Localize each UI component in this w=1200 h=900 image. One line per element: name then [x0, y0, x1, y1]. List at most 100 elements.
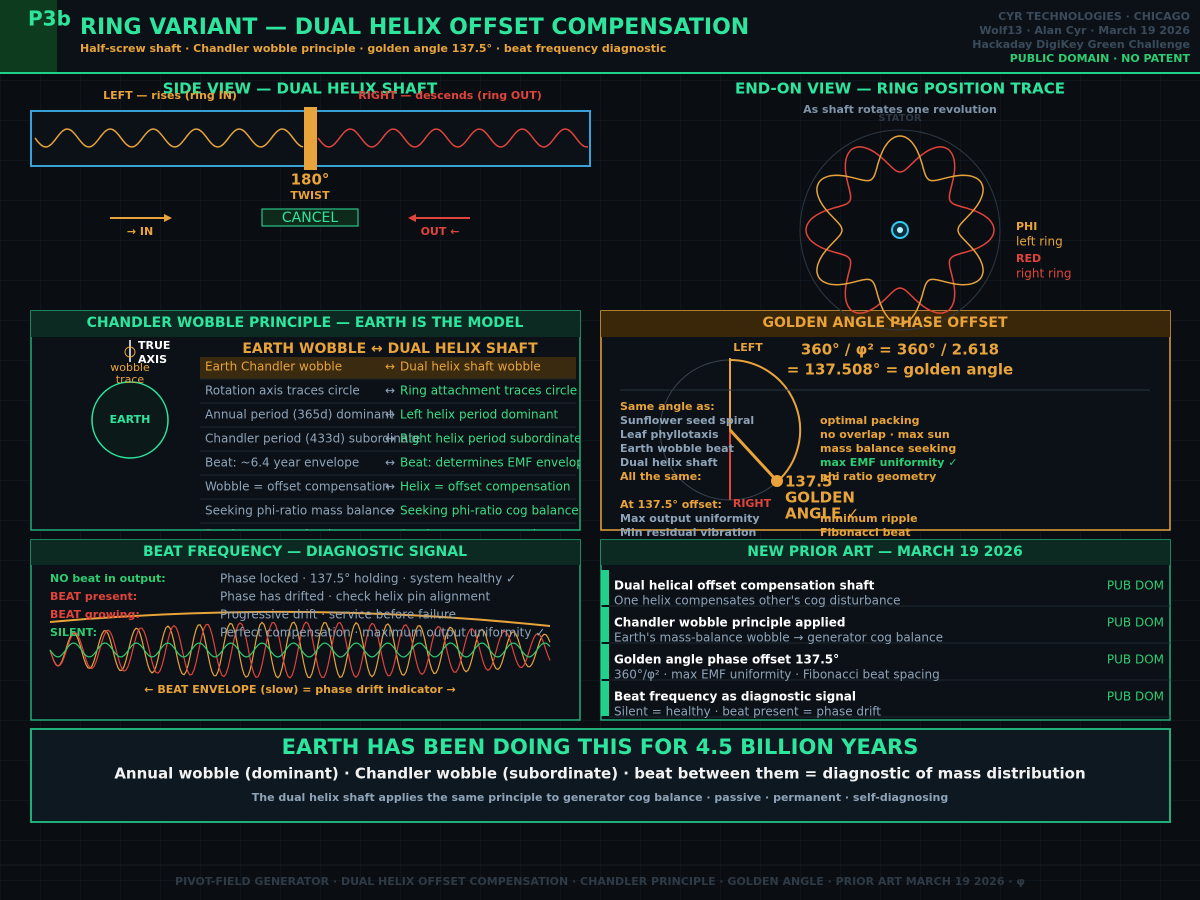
beat-label: SILENT: [50, 626, 97, 639]
needle-tip [771, 475, 783, 487]
envelope [49, 610, 551, 627]
red-desc: right ring [1016, 267, 1072, 281]
item-accent [601, 681, 609, 716]
item-accent [601, 607, 609, 642]
right-label: RIGHT — descends (ring OUT) [358, 89, 541, 102]
shaft-cell: Ring attachment traces circle [400, 384, 577, 398]
out-arrow-head [408, 214, 416, 222]
link-cell: ↔ [385, 384, 395, 398]
formula: 360° / φ² = 360° / 2.618 [801, 341, 999, 359]
offset-item: Fibonacci beat [820, 526, 911, 539]
chandler-title-bar [31, 311, 580, 337]
item-accent [601, 570, 609, 605]
same-item: Dual helix shaft [620, 456, 718, 469]
stator-label: STATOR [878, 113, 922, 124]
right-helix [317, 128, 588, 148]
twist-label: TWIST [290, 189, 330, 202]
item-title: Chandler wobble principle applied [614, 616, 846, 630]
phase-arc [729, 358, 802, 483]
earth-circle [91, 381, 169, 459]
credit: Wolf13 · Alan Cyr · March 19 2026 [979, 24, 1190, 37]
golden-panel [600, 310, 1171, 531]
subtitle: As shaft rotates one revolution [803, 103, 997, 116]
section-title: SIDE VIEW — DUAL HELIX SHAFT [163, 80, 438, 98]
footer: PIVOT-FIELD GENERATOR · DUAL HELIX OFFSE… [175, 875, 1025, 888]
trace-label: trace [116, 373, 145, 386]
shaft-cell: Passive · geometry only [400, 528, 543, 542]
beat-desc: Phase locked · 137.5° holding · system h… [220, 572, 516, 586]
credit: PUBLIC DOMAIN · NO PATENT [1010, 52, 1191, 65]
item-desc: Silent = healthy · beat present = phase … [614, 705, 881, 719]
credit: CYR TECHNOLOGIES · CHICAGO [998, 10, 1190, 23]
item-desc: 360°/φ² · max EMF uniformity · Fibonacci… [614, 668, 940, 682]
content: P3b RING VARIANT — DUAL HELIX OFFSET COMP… [28, 7, 1190, 889]
earth-cell: Annual period (365d) dominant [205, 408, 394, 422]
beat-title-bar [31, 540, 580, 565]
beat-desc: Progressive drift · service before failu… [220, 608, 456, 622]
link-cell: ↔ [385, 408, 395, 422]
cancel-label: CANCEL [282, 210, 338, 226]
panel-title: BEAT FREQUENCY — DIAGNOSTIC SIGNAL [143, 544, 467, 560]
shaft-cell: Helix = offset compensation [400, 480, 570, 494]
phi-desc: left ring [1016, 235, 1063, 249]
item-tag: PUB DOM [1107, 690, 1164, 704]
banner-title: EARTH HAS BEEN DOING THIS FOR 4.5 BILLIO… [282, 735, 919, 759]
table-header: EARTH WOBBLE ↔ DUAL HELIX SHAFT [242, 341, 538, 357]
property: no overlap · max sun [820, 428, 950, 441]
subtitle: Half-screw shaft · Chandler wobble princ… [80, 42, 666, 55]
link-cell: ↔ [385, 432, 395, 446]
beat-label: NO beat in output: [50, 572, 166, 585]
link-cell: ↔ [385, 480, 395, 494]
right-label: RIGHT [733, 497, 772, 510]
twist-bar [304, 107, 317, 170]
angle-needle [728, 428, 779, 483]
wobble-circle [124, 346, 136, 358]
silent-wave [49, 642, 551, 658]
beat-label: BEAT present: [50, 590, 137, 603]
item-title: Beat frequency as diagnostic signal [614, 690, 856, 704]
trace-label: wobble [110, 361, 150, 374]
same-item: Earth wobble beat [620, 442, 734, 455]
offset-item: Max output uniformity [620, 512, 760, 525]
shaft-cell: Dual helix shaft wobble [400, 360, 541, 374]
left-label: LEFT — rises (ring IN) [103, 89, 237, 102]
banner-box [30, 728, 1171, 823]
angle-label: ANGLE ✓ [785, 505, 859, 523]
formula: = 137.508° = golden angle [787, 361, 1013, 379]
link-cell: ↔ [385, 528, 395, 542]
property: max EMF uniformity ✓ [820, 456, 958, 469]
out-label: OUT ← [421, 225, 460, 238]
link-cell: ↔ [385, 504, 395, 518]
shaft-cell: Left helix period dominant [400, 408, 559, 422]
twist-angle: 180° [291, 171, 330, 189]
shaft-cell: Beat: determines EMF envelope [400, 456, 591, 470]
beat-label: BEAT growing: [50, 608, 140, 621]
axis-label: TRUE [138, 339, 170, 352]
earth-cell: Rotation axis traces circle [205, 384, 360, 398]
list-heading: At 137.5° offset: [620, 498, 722, 511]
caption: ← BEAT ENVELOPE (slow) = phase drift ind… [144, 683, 455, 696]
item-desc: Earth's mass-balance wobble → generator … [614, 631, 943, 645]
shaft-cell: Seeking phi-ratio cog balance [400, 504, 579, 518]
in-label: → IN [127, 225, 153, 238]
cancel-box [261, 208, 359, 227]
badge: P3b [28, 7, 71, 31]
angle-label: GOLDEN [785, 489, 855, 507]
earth-cell: Passive · no mechanism [205, 528, 349, 542]
beat-desc: Phase has drifted · check helix pin alig… [220, 590, 491, 604]
earth-cell: Beat: ~6.4 year envelope [205, 456, 359, 470]
offset-item: Min residual vibration [620, 526, 756, 539]
prior-title-bar [601, 540, 1170, 565]
offset-item: minimum ripple [820, 512, 918, 525]
item-desc: One helix compensates other's cog distur… [614, 594, 901, 608]
credit: Hackaday DigiKey Green Challenge [972, 38, 1190, 51]
property: phi ratio geometry [820, 470, 936, 483]
earth-cell: Earth Chandler wobble [205, 360, 342, 374]
same-item: Leaf phyllotaxis [620, 428, 719, 441]
earth-cell: Seeking phi-ratio mass balance [205, 504, 394, 518]
angle-label: 137.5° [785, 473, 840, 491]
property: optimal packing [820, 414, 920, 427]
shaft-dot [897, 227, 903, 233]
